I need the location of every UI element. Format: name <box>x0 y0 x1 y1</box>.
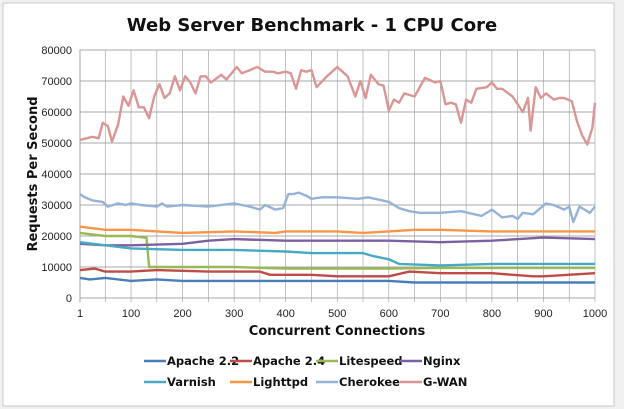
x-tick-label: 900 <box>534 308 552 320</box>
legend-label: Apache 2.2 <box>167 354 239 368</box>
y-tick-label: 20000 <box>41 231 72 243</box>
series-line-cherokee <box>79 191 596 224</box>
series-line-litespeed <box>79 231 595 270</box>
series-lines <box>79 65 597 284</box>
legend-item: Lighttpd <box>230 375 308 389</box>
y-tick-label: 0 <box>66 293 72 305</box>
x-tick-label: 100 <box>122 308 140 320</box>
x-tick-label: 400 <box>277 308 295 320</box>
legend-label: Varnish <box>167 375 216 389</box>
x-tick-label: 200 <box>173 308 191 320</box>
y-tick-label: 10000 <box>41 262 72 274</box>
legend-label: Apache 2.4 <box>253 354 325 368</box>
x-axis-ticks: 1 100 200 300 400 500 600 700 800 900 1000 <box>77 308 607 320</box>
legend-item: Varnish <box>144 375 216 389</box>
x-axis-label: Concurrent Connections <box>249 324 426 339</box>
series-line-apache-2-4 <box>79 267 596 278</box>
y-tick-label: 70000 <box>41 76 72 88</box>
series-line-apache-2-2 <box>79 276 595 284</box>
legend-item: Apache 2.2 <box>144 354 239 368</box>
legend-item: Litespeed <box>316 354 402 368</box>
legend: Apache 2.2 Apache 2.4 Litespeed Nginx Varnis… <box>144 354 467 389</box>
legend-label: Nginx <box>423 354 461 368</box>
x-tick-label: 700 <box>431 308 449 320</box>
legend-item: G-WAN <box>400 375 467 389</box>
legend-label: G-WAN <box>423 375 467 389</box>
y-tick-label: 50000 <box>41 138 72 150</box>
legend-label: Cherokee <box>339 375 400 389</box>
series-line-varnish <box>79 241 595 267</box>
y-axis-ticks: 0 10000 20000 30000 40000 50000 60000 70000 8000… <box>41 45 72 305</box>
legend-label: Lighttpd <box>253 375 308 389</box>
x-tick-label: 500 <box>328 308 346 320</box>
series-line-lighttpd <box>79 225 595 235</box>
x-tick-label: 800 <box>483 308 501 320</box>
legend-item: Apache 2.4 <box>230 354 325 368</box>
x-tick-label: 1000 <box>583 308 607 320</box>
x-tick-label: 300 <box>225 308 243 320</box>
y-axis-label: Requests Per Second <box>26 96 41 251</box>
chart-frame <box>2 2 615 407</box>
x-tick-label: 600 <box>380 308 398 320</box>
chart-title: Web Server Benchmark - 1 CPU Core <box>127 15 497 36</box>
x-tick-label: 1 <box>77 308 83 320</box>
y-tick-label: 40000 <box>41 169 72 181</box>
y-tick-label: 60000 <box>41 107 72 119</box>
series-line-g-wan <box>79 65 597 146</box>
legend-label: Litespeed <box>339 354 402 368</box>
y-tick-label: 30000 <box>41 200 72 212</box>
legend-item: Nginx <box>400 354 461 368</box>
y-tick-label: 80000 <box>41 45 72 57</box>
series-line-nginx <box>79 236 596 247</box>
legend-item: Cherokee <box>316 375 400 389</box>
